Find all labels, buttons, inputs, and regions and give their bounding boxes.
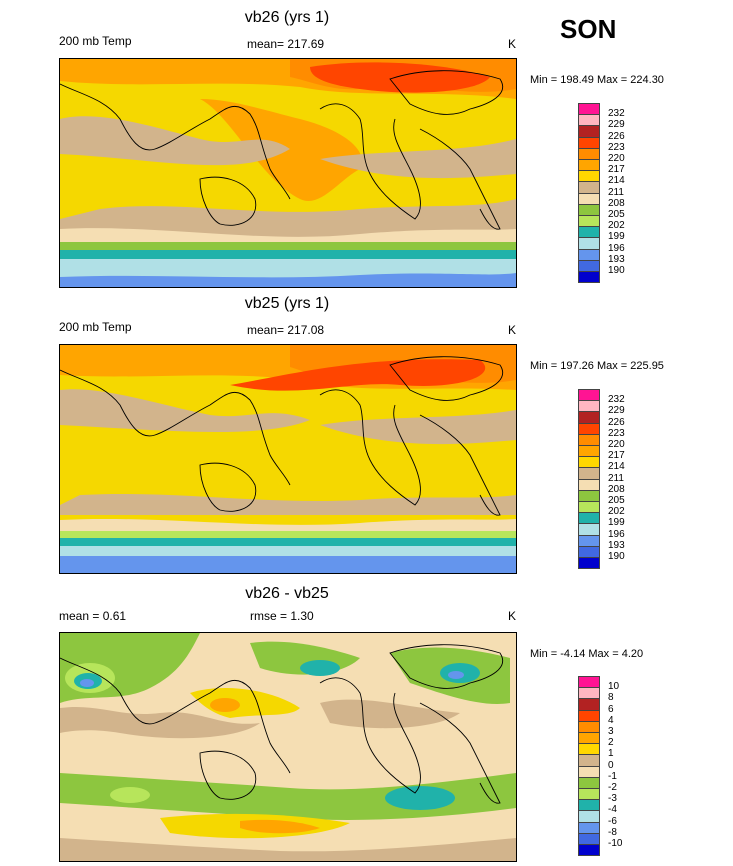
colorbar-label: 199 <box>608 231 625 243</box>
map-contours <box>60 633 516 861</box>
mean-label: mean= 217.08 <box>247 323 325 337</box>
variable-label: 200 mb Temp <box>59 320 132 334</box>
units-label: K <box>508 323 517 337</box>
colorbar-label: 202 <box>608 506 625 518</box>
colorbar-label: 8 <box>608 692 614 704</box>
colorbar-label: -6 <box>608 815 617 827</box>
colorbar-label: 196 <box>608 242 625 254</box>
season-label: SON <box>560 14 617 44</box>
colorbar-label: 208 <box>608 483 625 495</box>
colorbar-label: 193 <box>608 253 625 265</box>
colorbar-label: 220 <box>608 439 625 450</box>
colorbar-label: 208 <box>608 197 625 209</box>
colorbar-label: 223 <box>608 427 625 439</box>
colorbar-box <box>578 844 600 857</box>
colorbar-label: 2 <box>608 737 614 749</box>
colorbar-label: 0 <box>608 759 614 771</box>
colorbar-label: 4 <box>608 714 614 726</box>
map-plot <box>59 344 517 574</box>
colorbar-label: 3 <box>608 726 614 737</box>
panel-title: vb25 (yrs 1) <box>244 295 330 312</box>
units-label: K <box>508 609 517 623</box>
colorbar-label: 226 <box>608 130 625 142</box>
minmax-label: Min = 198.49 Max = 224.30 <box>530 74 664 86</box>
colorbar-label: -8 <box>608 826 617 838</box>
colorbar-label: 211 <box>608 472 624 484</box>
colorbar-label: 1 <box>608 748 614 760</box>
colorbar-label: 229 <box>608 405 625 417</box>
colorbar-label: 193 <box>608 539 625 551</box>
colorbar-label: 226 <box>608 416 625 428</box>
colorbar-label: 223 <box>608 141 625 153</box>
colorbar-box <box>578 557 600 570</box>
colorbar-label: -3 <box>608 793 617 805</box>
colorbar-label: 190 <box>608 265 625 276</box>
colorbar-label: -10 <box>608 838 623 849</box>
colorbar-label: 220 <box>608 153 625 164</box>
colorbar-label: 217 <box>608 450 625 462</box>
colorbar-label: 229 <box>608 119 625 131</box>
map-contours <box>60 59 516 287</box>
colorbar-label: 202 <box>608 220 625 232</box>
map-plot <box>59 58 517 288</box>
colorbar-label: 214 <box>608 461 625 473</box>
mean-label: mean= 217.69 <box>247 37 325 51</box>
colorbar-box <box>578 271 600 284</box>
units-label: K <box>508 37 517 51</box>
panel-title: vb26 (yrs 1) <box>244 9 330 26</box>
colorbar-label: -2 <box>608 782 617 793</box>
mean-label: mean = 0.61 <box>59 609 127 623</box>
map-plot <box>59 632 517 862</box>
colorbar-label: 214 <box>608 175 625 187</box>
minmax-label: Min = -4.14 Max = 4.20 <box>530 648 644 660</box>
colorbar-label: 232 <box>608 394 625 406</box>
colorbar-label: -4 <box>608 804 617 816</box>
colorbar-label: 205 <box>608 209 625 220</box>
map-contours <box>60 345 516 573</box>
colorbar-label: 211 <box>608 186 624 198</box>
rmse-label: rmse = 1.30 <box>250 609 314 623</box>
colorbar-label: 205 <box>608 495 625 506</box>
colorbar-label: 190 <box>608 551 625 562</box>
colorbar-label: 196 <box>608 528 625 540</box>
colorbar-label: 232 <box>608 108 625 120</box>
colorbar-label: 199 <box>608 517 625 529</box>
colorbar-label: 10 <box>608 681 620 693</box>
colorbar-label: 217 <box>608 164 625 176</box>
panel-title: vb26 - vb25 <box>245 585 329 602</box>
colorbar-label: 6 <box>608 703 614 715</box>
colorbar-label: -1 <box>608 770 617 782</box>
minmax-label: Min = 197.26 Max = 225.95 <box>530 360 664 372</box>
variable-label: 200 mb Temp <box>59 34 132 48</box>
